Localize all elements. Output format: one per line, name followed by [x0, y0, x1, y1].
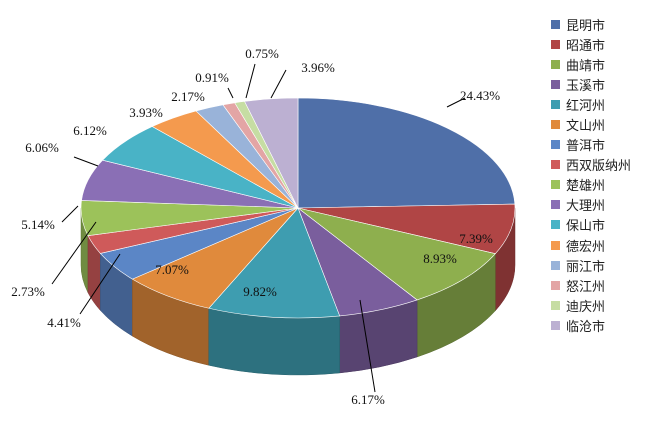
- data-label-leader-15: [245, 63, 256, 99]
- data-label-leader-9: [61, 205, 79, 223]
- pie-top-faces: [80, 97, 516, 319]
- legend-swatch: [551, 99, 560, 109]
- legend-label: 保山市: [566, 219, 606, 235]
- legend-swatch: [551, 120, 560, 130]
- legend-item-10: 大理州: [551, 195, 655, 215]
- legend-item-4: 玉溪市: [551, 74, 655, 94]
- legend-swatch: [551, 240, 560, 250]
- data-label-3: 8.93%: [423, 251, 457, 266]
- legend-swatch: [551, 160, 560, 170]
- legend-swatch: [551, 300, 560, 310]
- data-label-leader-8: [51, 221, 97, 285]
- pie-slice-2: [297, 203, 516, 255]
- data-label-12: 3.93%: [129, 105, 163, 120]
- legend-swatch: [551, 200, 560, 210]
- data-label-7: 4.41%: [47, 315, 81, 330]
- legend-item-13: 丽江市: [551, 255, 655, 275]
- legend-label: 玉溪市: [566, 78, 606, 94]
- legend-label: 昆明市: [566, 18, 606, 34]
- data-label-14: 0.91%: [195, 70, 229, 85]
- legend-item-8: 西双版纳州: [551, 155, 655, 175]
- legend-item-9: 楚雄州: [551, 175, 655, 195]
- pie-side-5: [208, 307, 340, 376]
- chart-legend: 昆明市昭通市曲靖市玉溪市红河州文山州普洱市西双版纳州楚雄州大理州保山市德宏州丽江…: [551, 14, 655, 336]
- data-label-leader-16: [270, 69, 287, 99]
- data-label-leader-7: [79, 253, 121, 315]
- data-label-leader-1: [446, 97, 466, 108]
- legend-label: 西双版纳州: [566, 159, 632, 175]
- legend-swatch: [551, 220, 560, 230]
- data-label-15: 0.75%: [245, 46, 279, 61]
- data-label-10: 6.06%: [25, 140, 59, 155]
- legend-label: 大理州: [566, 199, 606, 215]
- legend-item-1: 昆明市: [551, 14, 655, 34]
- legend-label: 迪庆州: [566, 299, 606, 315]
- legend-item-12: 德宏州: [551, 235, 655, 255]
- data-label-8: 2.73%: [11, 284, 45, 299]
- legend-item-6: 文山州: [551, 114, 655, 134]
- legend-item-7: 普洱市: [551, 135, 655, 155]
- data-label-9: 5.14%: [21, 217, 55, 232]
- data-label-1: 24.43%: [460, 88, 500, 103]
- legend-swatch: [551, 79, 560, 89]
- data-label-leader-10: [73, 156, 99, 167]
- legend-label: 普洱市: [566, 139, 606, 155]
- legend-swatch: [551, 180, 560, 190]
- legend-label: 红河州: [566, 98, 606, 114]
- legend-swatch: [551, 260, 560, 270]
- legend-label: 丽江市: [566, 259, 606, 275]
- legend-item-14: 怒江州: [551, 275, 655, 295]
- legend-swatch: [551, 19, 560, 29]
- data-label-16: 3.96%: [301, 60, 335, 75]
- legend-swatch: [551, 320, 560, 330]
- pie-slice-16: [244, 97, 299, 209]
- data-label-13: 2.17%: [171, 89, 205, 104]
- data-label-4: 6.17%: [351, 392, 385, 407]
- pie-data-labels: 24.43% 7.39%8.93% 6.17% 9.82% 7.07% 4.41% 2.73…: [11, 46, 500, 407]
- legend-swatch: [551, 39, 560, 49]
- legend-label: 怒江州: [566, 279, 606, 295]
- data-label-leader-4: [359, 299, 376, 393]
- legend-label: 德宏州: [566, 239, 606, 255]
- legend-item-11: 保山市: [551, 215, 655, 235]
- legend-swatch: [551, 59, 560, 69]
- legend-label: 文山州: [566, 119, 606, 135]
- legend-item-5: 红河州: [551, 94, 655, 114]
- pie-slice-1: [297, 97, 516, 209]
- legend-swatch: [551, 140, 560, 150]
- data-label-11: 6.12%: [73, 123, 107, 138]
- legend-item-2: 昭通市: [551, 34, 655, 54]
- legend-item-3: 曲靖市: [551, 54, 655, 74]
- legend-item-16: 临沧市: [551, 315, 655, 335]
- data-label-5: 9.82%: [243, 284, 277, 299]
- legend-label: 曲靖市: [566, 58, 606, 74]
- pie-slice-5: [208, 207, 341, 319]
- legend-label: 昭通市: [566, 38, 606, 54]
- pie-slice-3: [297, 207, 496, 301]
- data-label-2: 7.39%: [459, 231, 493, 246]
- legend-item-15: 迪庆州: [551, 295, 655, 315]
- data-label-6: 7.07%: [155, 262, 189, 277]
- legend-label: 楚雄州: [566, 179, 606, 195]
- legend-label: 临沧市: [566, 319, 606, 335]
- legend-swatch: [551, 280, 560, 290]
- data-label-leader-14: [227, 87, 234, 99]
